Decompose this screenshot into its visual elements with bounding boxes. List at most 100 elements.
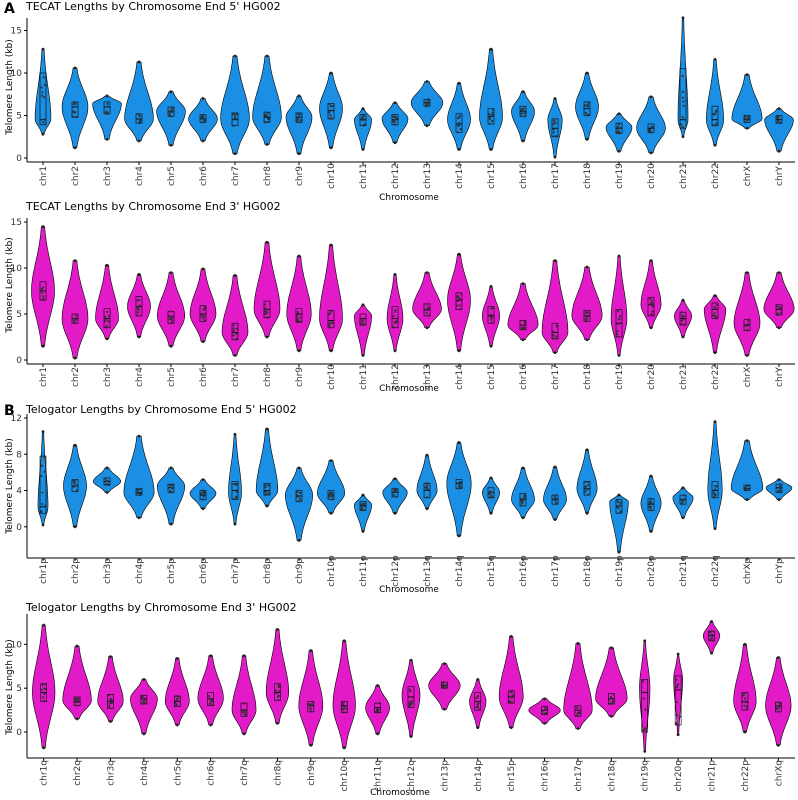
- point: [681, 16, 685, 20]
- point: [649, 474, 653, 478]
- point: [105, 110, 108, 113]
- point: [175, 723, 179, 727]
- point: [649, 326, 653, 330]
- point: [376, 732, 380, 736]
- point: [475, 696, 479, 700]
- point: [72, 485, 75, 488]
- point: [108, 700, 111, 703]
- point: [329, 71, 333, 75]
- point: [521, 90, 525, 94]
- point: [168, 114, 171, 117]
- point: [105, 483, 108, 486]
- violin-chr16: [507, 283, 539, 341]
- point: [678, 715, 682, 718]
- point: [202, 489, 205, 492]
- point: [137, 273, 141, 276]
- point: [235, 337, 238, 341]
- point: [105, 105, 109, 108]
- point: [342, 639, 346, 643]
- point: [616, 335, 619, 338]
- point: [675, 713, 678, 717]
- point: [233, 273, 237, 277]
- x-tick-label: chr6: [199, 367, 209, 387]
- point: [520, 115, 523, 118]
- violin-chr6p: [189, 479, 217, 509]
- point: [296, 313, 299, 317]
- point: [175, 695, 178, 698]
- y-tick-label: 10: [11, 640, 23, 650]
- point: [361, 318, 364, 321]
- point: [106, 102, 109, 106]
- point: [42, 623, 46, 627]
- point: [743, 697, 747, 700]
- x-tick-label: chr13: [423, 163, 433, 189]
- point: [41, 297, 45, 300]
- x-tick-label: chrY: [775, 166, 785, 186]
- point: [713, 294, 717, 297]
- x-tick-label: chr16: [519, 163, 529, 189]
- violin-chr15: [479, 48, 503, 150]
- x-tick-label: chr21: [679, 364, 689, 390]
- point: [170, 315, 173, 318]
- point: [742, 691, 745, 695]
- point: [425, 507, 429, 511]
- point: [442, 662, 446, 666]
- point: [203, 117, 206, 121]
- point: [265, 143, 269, 146]
- point: [378, 702, 381, 705]
- point: [264, 113, 267, 117]
- point: [362, 118, 366, 121]
- point: [232, 334, 235, 337]
- point: [576, 727, 580, 730]
- point: [298, 497, 301, 500]
- violin-chr10p: [316, 460, 346, 514]
- point: [744, 117, 747, 120]
- point: [331, 104, 334, 107]
- point: [138, 121, 141, 124]
- x-tick-label: chr1p: [39, 558, 49, 584]
- x-tick-label: chr9q: [307, 760, 317, 786]
- point: [276, 628, 279, 631]
- point: [611, 699, 615, 703]
- point: [747, 115, 750, 118]
- point: [104, 477, 107, 480]
- point: [745, 488, 748, 491]
- point: [410, 702, 414, 705]
- point: [264, 121, 267, 124]
- chart-title: Telogator Lengths by Chromosome End 5' H…: [25, 403, 297, 416]
- point: [585, 448, 589, 452]
- violin-chr16q: [528, 698, 561, 724]
- point: [40, 688, 44, 691]
- point: [40, 474, 43, 478]
- point: [264, 490, 267, 494]
- box-chr19q: [641, 679, 649, 733]
- violin-chr19p: [609, 494, 629, 553]
- point: [616, 498, 619, 501]
- point: [510, 701, 513, 704]
- point: [651, 305, 654, 308]
- point: [617, 149, 621, 153]
- violin-chr13q: [416, 454, 438, 509]
- point: [617, 354, 621, 357]
- point: [43, 96, 46, 99]
- x-tick-label: chr14: [455, 163, 465, 189]
- point: [744, 486, 747, 489]
- point: [476, 726, 480, 730]
- point: [169, 143, 173, 147]
- point: [745, 705, 748, 708]
- point: [361, 354, 365, 357]
- x-tick-label: chr2p: [71, 558, 81, 584]
- point: [681, 90, 685, 93]
- x-tick-label: chrXq: [774, 760, 784, 786]
- point: [442, 707, 446, 711]
- point: [676, 733, 680, 737]
- point: [201, 139, 205, 143]
- point: [136, 299, 139, 302]
- point: [265, 493, 269, 496]
- point: [680, 319, 683, 322]
- point: [457, 487, 460, 490]
- point: [108, 694, 111, 697]
- point: [393, 119, 397, 122]
- point: [362, 322, 366, 325]
- point: [651, 126, 654, 129]
